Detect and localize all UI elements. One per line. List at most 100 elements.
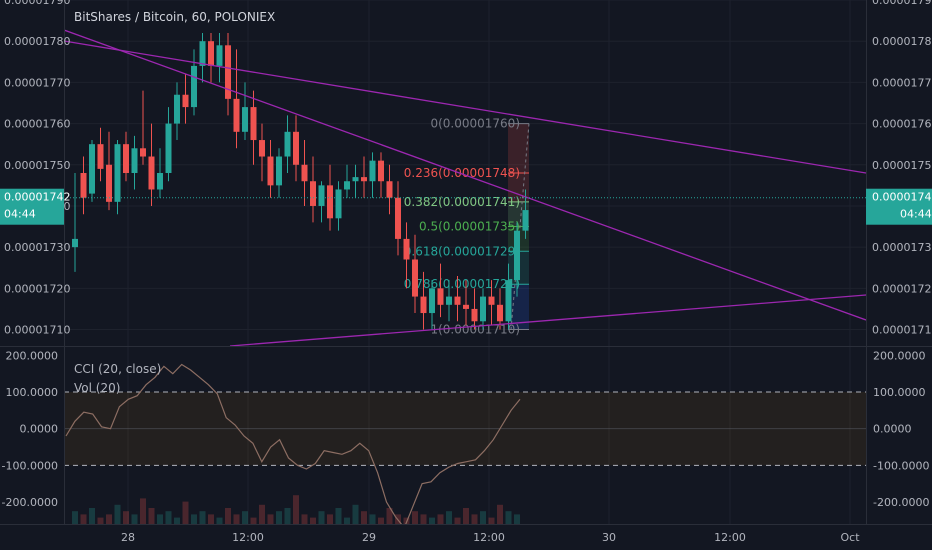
price-tick-right: 0.00001790 <box>872 0 932 7</box>
candle-body <box>165 123 172 173</box>
cci-axis-left[interactable]: 200.0000 100.0000 0.0000 -100.0000 -200.0000 <box>2 349 58 509</box>
price-tick-left: 0.00001790 <box>4 0 70 7</box>
volume-bar <box>378 517 384 524</box>
candle-body <box>301 164 308 182</box>
trendline-support[interactable] <box>229 294 866 346</box>
cci-tick-left: 0.0000 <box>20 423 59 436</box>
cci-tick-left: 100.0000 <box>6 386 59 399</box>
volume-bar <box>131 514 138 524</box>
volume-bar <box>471 514 478 524</box>
candle-body <box>284 131 291 157</box>
volume-bar <box>216 517 223 524</box>
price-tick-left: 0.00001710 <box>4 324 70 337</box>
volume-bar <box>386 508 393 524</box>
volume-bar <box>514 514 520 524</box>
candle-body <box>80 173 87 198</box>
fib-level-label: 1(0.00001710) <box>430 323 520 337</box>
cci-line <box>65 363 521 524</box>
volume-bars <box>72 495 520 524</box>
candle-body <box>480 296 486 322</box>
price-tick-left: 0.00001720 <box>4 282 70 295</box>
candle-body <box>310 181 316 206</box>
candle-body <box>148 156 155 190</box>
volume-bar <box>446 511 452 524</box>
time-axis[interactable]: 28 12:00 29 12:00 30 12:00 Oct <box>121 531 860 544</box>
time-tick: Oct <box>840 531 860 544</box>
volume-bar <box>463 508 469 524</box>
cci-tick-left: 200.0000 <box>6 349 59 362</box>
price-tick-left: 0.00001760 <box>4 118 70 131</box>
volume-bar <box>97 517 104 524</box>
fib-zone <box>508 284 529 330</box>
volume-bar <box>505 511 512 524</box>
candle-body <box>106 164 112 202</box>
trendline-upper[interactable] <box>64 40 866 174</box>
fib-level-label: 0.382(0.00001741) <box>404 195 520 209</box>
time-tick: 12:00 <box>232 531 264 544</box>
volume-bar <box>174 517 180 524</box>
candle-body <box>378 160 384 182</box>
candle-body <box>454 296 461 305</box>
volume-bar <box>165 511 172 524</box>
volume-bar <box>233 514 240 524</box>
price-badge-right-value: 0.00001742 <box>872 191 932 204</box>
candle-body <box>412 259 418 297</box>
price-tick-right: 0.00001710 <box>872 324 932 337</box>
trendline-steep[interactable] <box>64 29 866 321</box>
volume-bar <box>114 504 121 524</box>
price-badge-right-timer: 04:44 <box>900 208 932 221</box>
chart-title: BitShares / Bitcoin, 60, POLONIEX <box>74 10 275 24</box>
candle-body <box>463 304 469 309</box>
volume-bar <box>182 501 189 524</box>
candle-body <box>276 156 282 186</box>
cci-axis-right[interactable]: 200.0000 100.0000 0.0000 -100.0000 -200.0000 <box>873 349 929 509</box>
volume-bar <box>335 508 342 524</box>
volume-bar <box>293 495 299 524</box>
price-badge-right: 0.00001742 04:44 <box>866 188 932 225</box>
time-tick: 12:00 <box>473 531 505 544</box>
volume-label[interactable]: Vol (20) <box>74 381 120 395</box>
candle-body <box>386 181 393 198</box>
candle-body <box>369 160 376 182</box>
volume-bar <box>148 508 155 524</box>
price-tick-left: 0.00001730 <box>4 241 70 254</box>
candle-body <box>97 144 104 169</box>
price-badge-left: 0.00001742 04:44 <box>0 188 70 225</box>
volume-bar <box>191 514 197 524</box>
price-tick-left: 0.00001750 <box>4 159 70 172</box>
candle-body <box>497 304 503 322</box>
cci-label[interactable]: CCI (20, close) <box>74 362 161 376</box>
volume-bar <box>429 517 435 524</box>
candle-body <box>216 45 223 66</box>
candle-body <box>89 144 95 194</box>
volume-bar <box>80 514 87 524</box>
candle-body <box>182 94 189 108</box>
volume-bar <box>199 511 206 524</box>
candle-body <box>437 288 444 305</box>
candle-body <box>395 197 401 239</box>
volume-bar <box>301 514 308 524</box>
fib-level-label: 0.5(0.00001735) <box>419 220 520 234</box>
volume-bar <box>310 517 316 524</box>
fib-level-label: 0.236(0.00001748) <box>404 166 520 180</box>
candle-body <box>225 45 231 99</box>
price-tick-left: 0.00001770 <box>4 76 70 89</box>
volume-bar <box>352 504 359 524</box>
volume-bar <box>242 511 248 524</box>
volume-bar <box>361 511 367 524</box>
time-tick: 29 <box>362 531 376 544</box>
cci-tick-right: 0.0000 <box>873 423 912 436</box>
candle-body <box>131 148 138 173</box>
cci-tick-left: -100.0000 <box>2 459 58 472</box>
fib-trend-line <box>510 123 530 330</box>
volume-bar <box>420 514 427 524</box>
volume-bar <box>225 508 231 524</box>
volume-bar <box>437 514 444 524</box>
volume-bar <box>250 517 257 524</box>
candle-body <box>72 238 78 248</box>
volume-bar <box>454 517 461 524</box>
candle-body <box>420 296 427 314</box>
volume-bar <box>140 498 146 524</box>
cci-tick-right: 100.0000 <box>873 386 926 399</box>
